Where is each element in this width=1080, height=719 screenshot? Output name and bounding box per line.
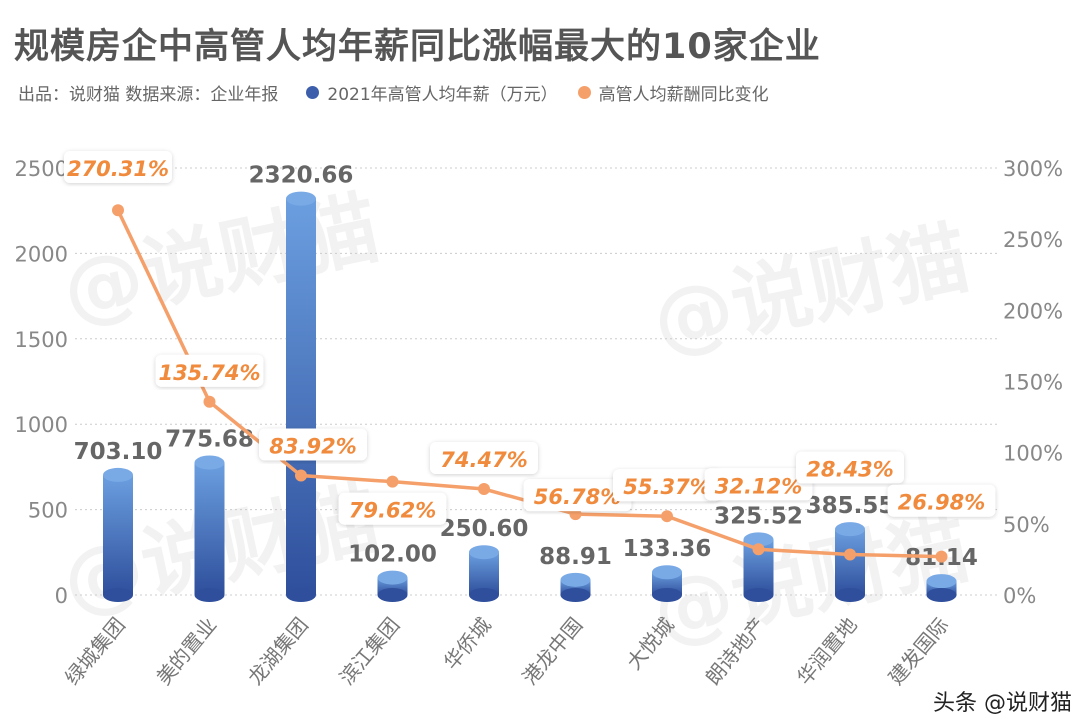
legend-line-swatch <box>577 86 591 99</box>
bar-value-label: 102.00 <box>348 542 437 568</box>
bar <box>103 474 133 595</box>
watermark: @说财猫 <box>55 181 387 338</box>
bar-cap <box>103 467 133 482</box>
category-label: 华侨城 <box>439 613 496 674</box>
bar-base <box>103 588 133 602</box>
category-label: 绿城集团 <box>60 613 130 690</box>
pct-label-box <box>523 479 632 512</box>
bar-cap <box>194 455 225 470</box>
legend-line-label: 高管人均薪酬同比变化 <box>598 85 769 105</box>
pct-label: 26.98% <box>898 491 985 515</box>
bar-base <box>286 588 316 602</box>
left-tick-label: 1500 <box>15 328 68 352</box>
bar-cap <box>743 532 774 547</box>
pct-label: 270.31% <box>67 157 169 181</box>
line-point <box>203 395 216 408</box>
pct-label: 56.78% <box>534 485 621 509</box>
pct-label-box <box>613 469 721 502</box>
bar-cap <box>377 570 408 585</box>
pct-label: 74.47% <box>440 448 527 472</box>
pct-label-box <box>704 468 813 501</box>
left-tick-label: 2500 <box>15 157 68 181</box>
footer-watermark: 头条 @说财猫 <box>933 691 1072 716</box>
bar-cap <box>560 572 591 587</box>
pct-label-box <box>796 451 904 484</box>
line-point <box>935 550 948 563</box>
line-point <box>112 204 124 217</box>
pct-label-box <box>64 151 172 183</box>
right-tick-label: 300% <box>1003 157 1063 181</box>
left-tick-label: 1000 <box>15 413 68 437</box>
category-label: 美的置业 <box>152 613 222 690</box>
watermark: @说财猫 <box>645 211 977 368</box>
bar-cap <box>286 191 316 206</box>
bar-cap <box>652 565 682 580</box>
bar-cap <box>469 545 499 560</box>
right-tick-label: 50% <box>1003 513 1050 537</box>
right-tick-label: 250% <box>1003 228 1063 252</box>
bar-value-label: 88.91 <box>539 544 612 570</box>
bar <box>469 552 499 595</box>
pct-label-box <box>338 492 447 525</box>
bar-value-label: 2320.66 <box>249 163 354 189</box>
legend-bar-swatch <box>306 86 320 99</box>
bar-base <box>469 588 499 602</box>
bar-base <box>926 588 957 602</box>
bar-base <box>560 588 591 602</box>
pct-label: 32.12% <box>715 474 802 498</box>
category-label: 龙湖集团 <box>243 613 313 690</box>
pct-label: 79.62% <box>349 499 436 523</box>
pct-label: 28.43% <box>806 458 893 482</box>
bar-value-label: 325.52 <box>714 503 803 529</box>
bar <box>194 462 225 595</box>
pct-label-box <box>259 428 367 461</box>
source-note: 出品：说财猫 数据来源：企业年报 <box>18 85 279 105</box>
line-point <box>661 510 673 523</box>
bar-cap <box>926 574 957 589</box>
bar <box>835 529 865 595</box>
bar-base <box>194 588 225 602</box>
pct-label: 83.92% <box>269 435 356 459</box>
bar-value-label: 385.55 <box>806 493 895 519</box>
pct-label-box <box>887 484 996 517</box>
line-point <box>844 548 856 561</box>
pct-label: 135.74% <box>158 361 260 385</box>
bar <box>286 198 316 595</box>
bar-base <box>835 588 865 602</box>
category-label: 滨江集团 <box>335 613 405 690</box>
line-point <box>752 543 765 556</box>
bar-cap <box>835 522 865 537</box>
pct-label-box <box>430 442 538 475</box>
line-point <box>478 483 490 496</box>
category-label: 建发国际 <box>884 613 954 690</box>
bar-base <box>377 588 408 602</box>
category-label: 港龙中国 <box>518 613 588 690</box>
subtitle-legend: 出品：说财猫 数据来源：企业年报 2021年高管人均年薪（万元） 高管人均薪酬同… <box>18 80 769 105</box>
pct-label-box <box>155 354 264 387</box>
pct-label: 55.37% <box>623 475 710 499</box>
bar-value-label: 775.68 <box>165 427 254 453</box>
chart-title: 规模房企中高管人均年薪同比涨幅最大的10家企业 <box>14 27 821 67</box>
bar-value-label: 250.60 <box>440 516 529 542</box>
bar-value-label: 703.10 <box>74 439 163 465</box>
right-tick-label: 200% <box>1003 299 1063 323</box>
left-tick-label: 0 <box>55 584 68 608</box>
bar-value-label: 133.36 <box>623 536 712 562</box>
right-tick-label: 150% <box>1003 371 1063 395</box>
left-tick-label: 2000 <box>15 242 68 266</box>
line-point <box>295 469 307 482</box>
right-tick-label: 100% <box>1003 442 1063 466</box>
right-tick-label: 0% <box>1003 584 1036 608</box>
line-point <box>386 475 399 488</box>
bar-base <box>743 588 774 602</box>
legend-bar-label: 2021年高管人均年薪（万元） <box>327 85 558 105</box>
bar-base <box>652 588 682 602</box>
left-tick-label: 500 <box>28 499 68 523</box>
